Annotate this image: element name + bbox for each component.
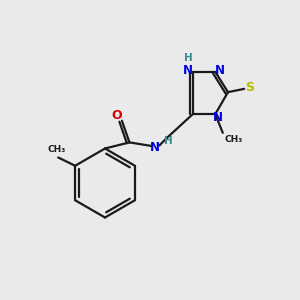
Text: CH₃: CH₃ [224,135,242,144]
Text: N: N [215,64,225,77]
Text: N: N [150,141,160,154]
Text: H: H [164,136,173,146]
Text: N: N [213,111,223,124]
Text: S: S [245,81,254,94]
Text: N: N [183,64,193,77]
Text: CH₃: CH₃ [48,145,66,154]
Text: O: O [111,109,122,122]
Text: H: H [184,53,193,63]
